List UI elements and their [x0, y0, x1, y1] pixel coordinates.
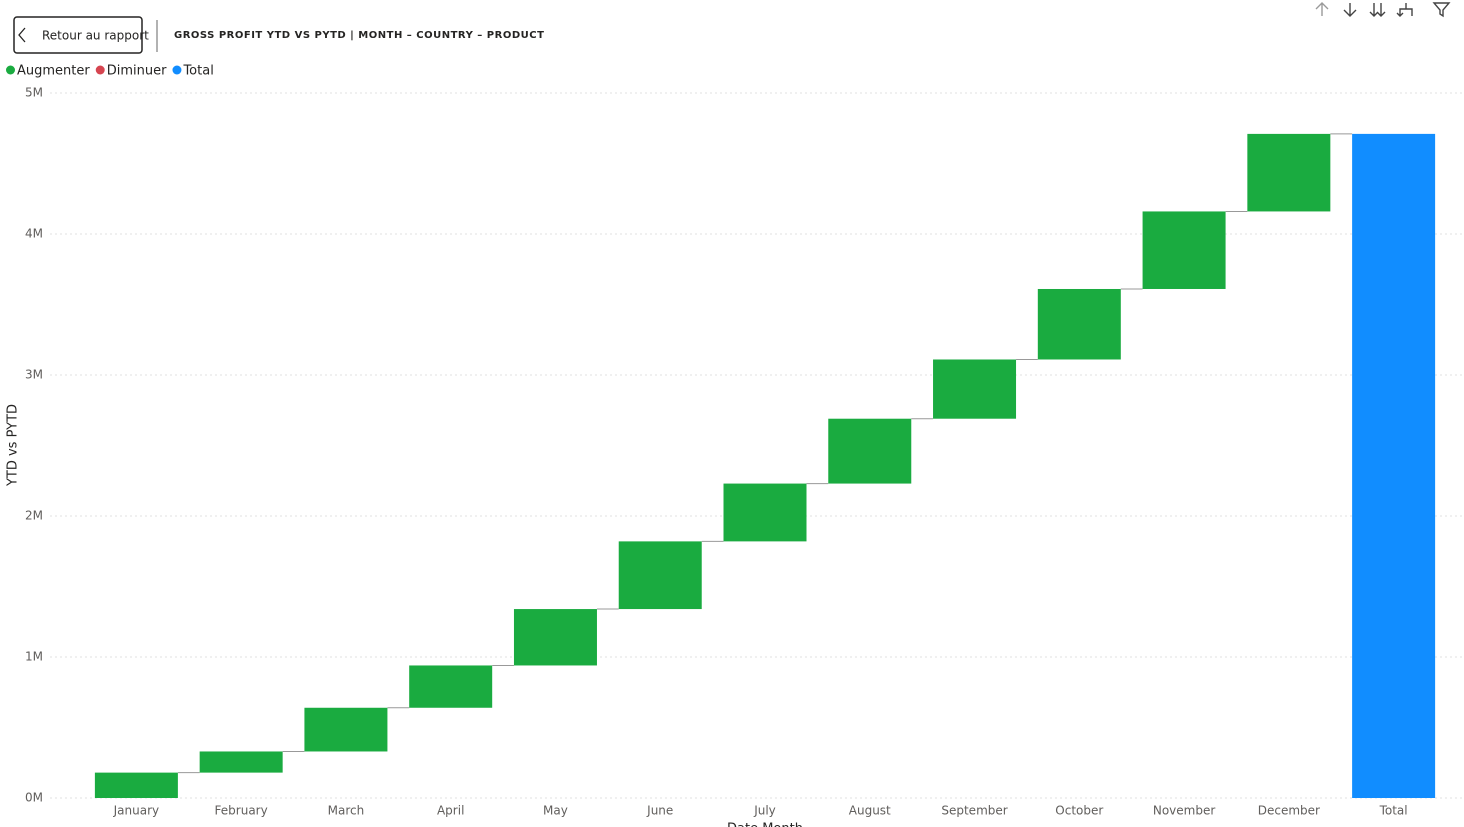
y-tick-label: 0M	[25, 791, 43, 805]
x-tick-label: September	[941, 804, 1007, 818]
icon-expand[interactable]	[1369, 3, 1386, 17]
x-tick-label: May	[543, 804, 568, 818]
bar	[1037, 288, 1121, 360]
legend-marker	[172, 65, 182, 75]
x-tick-label: January	[113, 804, 160, 818]
x-tick-label: June	[646, 804, 673, 818]
icon-down[interactable]	[1343, 3, 1357, 17]
y-tick-label: 1M	[25, 650, 43, 664]
icon-filter[interactable]	[1432, 2, 1451, 18]
bar	[94, 772, 178, 798]
x-tick-label: November	[1153, 804, 1215, 818]
bar	[618, 541, 702, 610]
x-tick-label: Total	[1379, 804, 1408, 818]
bar	[409, 665, 493, 708]
bar	[1247, 133, 1331, 212]
x-tick-label: December	[1258, 804, 1320, 818]
x-tick-label: March	[328, 804, 365, 818]
legend-label: Diminuer	[107, 64, 167, 79]
y-tick-label: 5M	[25, 86, 43, 100]
y-tick-label: 2M	[25, 509, 43, 523]
x-tick-label: April	[437, 804, 464, 818]
bar	[199, 751, 283, 773]
y-axis-title: YTD vs PYTD	[6, 404, 21, 487]
x-tick-label: October	[1055, 804, 1103, 818]
back-label[interactable]: Retour au rapport	[42, 29, 149, 43]
x-tick-label: February	[215, 804, 268, 818]
legend-marker	[6, 65, 15, 75]
bar	[513, 609, 597, 666]
y-tick-label: 4M	[25, 227, 43, 241]
icon-up[interactable]	[1315, 2, 1329, 16]
x-tick-label: August	[849, 804, 891, 818]
back-icon	[18, 27, 26, 43]
back-button[interactable]	[13, 16, 143, 54]
bar	[828, 418, 912, 484]
legend-marker	[95, 65, 105, 75]
bar	[1142, 211, 1226, 289]
x-tick-label: July	[753, 804, 776, 818]
legend-label: Total	[182, 64, 213, 79]
x-axis-title: Date Month	[727, 822, 803, 827]
bar	[933, 359, 1017, 419]
total-bar	[1352, 133, 1436, 798]
icon-drill[interactable]	[1396, 3, 1413, 17]
bar	[304, 707, 388, 752]
legend-label: Augmenter	[17, 64, 90, 79]
bar	[723, 483, 807, 542]
toolbar-icons	[1315, 2, 1451, 18]
chart-title: GROSS PROFIT YTD VS PYTD | MONTH – COUNT…	[174, 30, 544, 41]
y-tick-label: 3M	[25, 368, 43, 382]
